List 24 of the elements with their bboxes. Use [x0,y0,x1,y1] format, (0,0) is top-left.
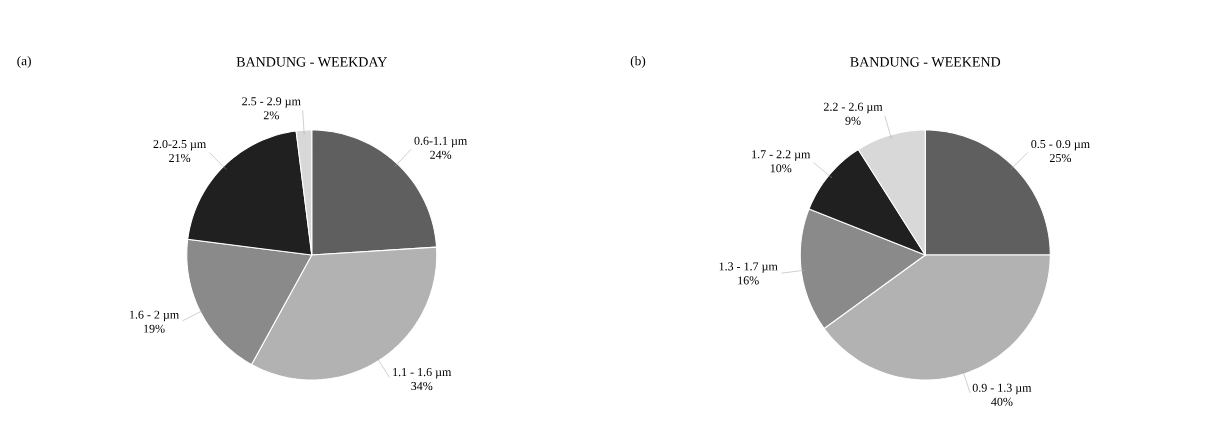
data-label: 21% [169,153,191,163]
chart-title: BANDUNG - WEEKDAY [236,57,387,67]
data-label: 16% [738,276,759,285]
data-label: 19% [144,324,165,333]
data-label: 2% [263,111,279,120]
slice-label: 2.0-2.5 µm [153,139,207,151]
data-label: 34% [411,382,433,391]
slice-label: 1.1 - 1.6 µm [393,368,452,379]
slice-label: 2.2 - 2.6 µm [823,102,883,114]
slice-label: 1.3 - 1.7 µm [719,262,778,273]
data-label: 40% [991,397,1013,406]
data-label: 10% [770,164,792,173]
data-label: 9% [845,116,861,125]
data-label: 24% [430,150,452,159]
slice-label: 1.6 - 2 µm [129,310,180,322]
slice-label: 0.5 - 0.9 µm [1031,139,1090,151]
slice-label: 0.9 - 1.3 µm [972,383,1032,395]
text: (b) [630,55,646,69]
slice-label: 0.6-1.1 µm [414,136,468,148]
slice-label: 1.7 - 2.2 µm [752,150,811,161]
data-label: 25% [1049,153,1072,163]
slice-label: 2.5 - 2.9 µm [242,97,301,108]
text: (a) [17,55,31,69]
chart-title: BANDUNG - WEEKEND [850,57,1001,67]
